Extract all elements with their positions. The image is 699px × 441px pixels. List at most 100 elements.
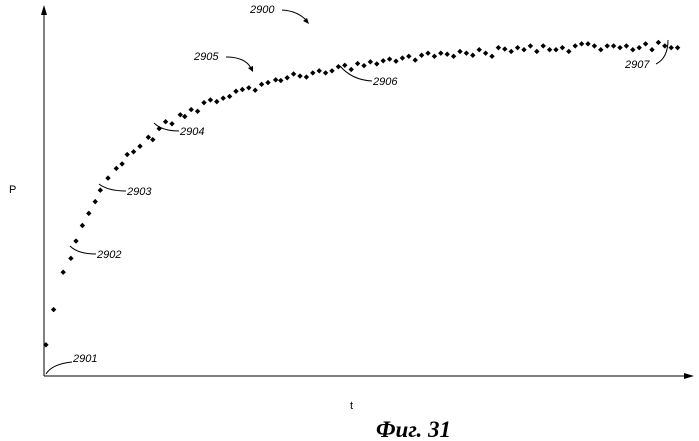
data-point: [278, 78, 283, 83]
data-point: [201, 100, 206, 105]
data-point: [169, 121, 174, 126]
data-point: [323, 70, 328, 75]
data-point: [470, 53, 475, 58]
data-point: [534, 49, 539, 54]
data-point: [393, 58, 398, 63]
data-point: [624, 43, 629, 48]
data-point: [73, 238, 78, 243]
data-point: [477, 47, 482, 52]
data-point: [381, 58, 386, 63]
annotation-2901: 2901: [72, 353, 97, 365]
data-point: [265, 80, 270, 85]
leader-2905: [226, 57, 251, 68]
data-point: [240, 87, 245, 92]
data-point: [489, 54, 494, 59]
data-point: [502, 46, 507, 51]
data-point: [178, 112, 183, 117]
data-point: [374, 61, 379, 66]
data-point: [592, 43, 597, 48]
data-point: [349, 67, 354, 72]
data-point: [643, 41, 648, 46]
annotation-2907: 2907: [624, 59, 650, 71]
data-point: [146, 135, 151, 140]
data-point: [457, 49, 462, 54]
data-point: [105, 175, 110, 180]
data-point: [208, 97, 213, 102]
data-point: [483, 50, 488, 55]
data-point: [432, 54, 437, 59]
leader-2901: [46, 362, 72, 374]
leader-2900-arrowhead: [303, 18, 309, 24]
data-point: [553, 47, 558, 52]
data-point: [93, 199, 98, 204]
data-point: [630, 47, 635, 52]
data-point: [131, 149, 136, 154]
data-point: [669, 45, 674, 50]
leader-2900: [282, 10, 307, 21]
data-point: [515, 45, 520, 50]
data-point: [598, 47, 603, 52]
annotation-2906: 2906: [372, 76, 398, 88]
data-point: [579, 41, 584, 46]
data-point: [521, 47, 526, 52]
data-point: [119, 161, 124, 166]
data-point: [438, 50, 443, 55]
data-point: [221, 95, 226, 100]
data-point: [406, 54, 411, 59]
data-point: [560, 45, 565, 50]
data-point: [585, 41, 590, 46]
x-axis-arrow: [684, 373, 694, 379]
data-point: [310, 70, 315, 75]
data-point: [125, 152, 130, 157]
data-point: [246, 85, 251, 90]
data-point: [285, 75, 290, 80]
y-axis-arrow: [41, 5, 47, 15]
data-point: [189, 107, 194, 112]
data-point: [496, 45, 501, 50]
data-point: [233, 89, 238, 94]
data-point: [259, 82, 264, 87]
data-point: [86, 211, 91, 216]
data-point: [464, 50, 469, 55]
data-point: [195, 109, 200, 114]
data-point: [637, 45, 642, 50]
data-point: [445, 52, 450, 57]
data-point: [114, 166, 119, 171]
annotation-2905: 2905: [193, 51, 219, 63]
data-point: [649, 47, 654, 52]
data-point: [662, 43, 667, 48]
data-point: [675, 45, 680, 50]
leader-2906: [340, 66, 372, 81]
data-point: [451, 54, 456, 59]
data-point: [80, 223, 85, 228]
data-point: [51, 307, 56, 312]
data-point: [547, 47, 552, 52]
data-point: [227, 94, 232, 99]
data-point: [98, 187, 103, 192]
data-point: [214, 99, 219, 104]
data-point: [291, 71, 296, 76]
data-point: [297, 73, 302, 78]
data-point: [541, 43, 546, 48]
data-point: [317, 68, 322, 73]
data-point: [342, 63, 347, 68]
data-point: [509, 49, 514, 54]
data-point: [329, 68, 334, 73]
figure-label: Фиг. 31: [376, 417, 451, 441]
annotation-2900: 2900: [249, 4, 275, 16]
data-point: [400, 55, 405, 60]
data-point: [573, 43, 578, 48]
leader-2902: [70, 246, 96, 254]
annotation-2904: 2904: [179, 126, 204, 138]
data-point: [387, 56, 392, 61]
data-point: [68, 256, 73, 261]
data-point: [528, 43, 533, 48]
data-point: [617, 45, 622, 50]
x-axis-label: t: [350, 400, 353, 412]
data-point: [253, 88, 258, 93]
data-point: [413, 57, 418, 62]
data-point: [611, 43, 616, 48]
data-point: [304, 74, 309, 79]
data-point: [368, 59, 373, 64]
